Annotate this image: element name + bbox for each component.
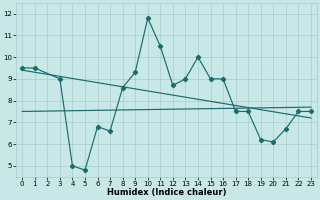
X-axis label: Humidex (Indice chaleur): Humidex (Indice chaleur) [107,188,226,197]
